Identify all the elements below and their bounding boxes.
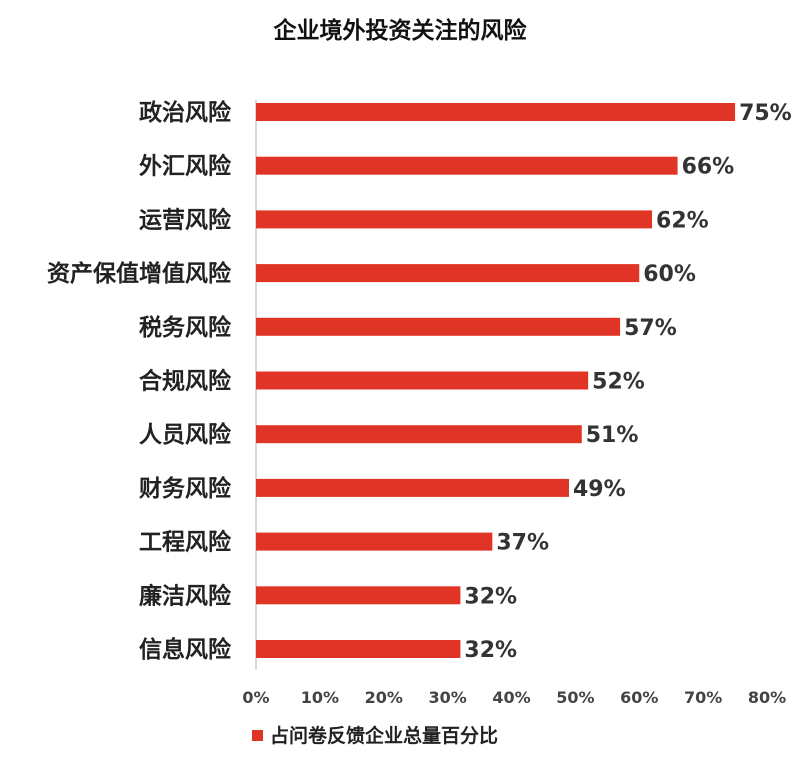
bars: 75% 66% 62% 60% 57% 52% 51% 49% 37% 32% 32%: [256, 101, 792, 663]
x-tick-label: 80%: [748, 688, 786, 707]
legend-label: 占问卷反馈企业总量百分比: [270, 724, 498, 747]
category-label: 合规风险: [139, 368, 232, 395]
bar: [256, 371, 589, 390]
bar: [256, 317, 621, 336]
bar: [256, 156, 678, 175]
category-label: 廉洁风险: [139, 582, 232, 609]
data-label: 60%: [643, 262, 696, 287]
x-tick-label: 10%: [301, 688, 339, 707]
x-tick-label: 20%: [365, 688, 403, 707]
bar: [256, 103, 736, 121]
data-label: 49%: [573, 477, 626, 502]
data-label: 66%: [682, 155, 735, 180]
bar: [256, 210, 653, 229]
x-tick-label: 0%: [242, 688, 269, 707]
category-label: 外汇风险: [139, 153, 232, 180]
x-tick-label: 30%: [428, 688, 466, 707]
data-label: 32%: [464, 638, 517, 663]
bar: [256, 478, 569, 497]
bar: [256, 586, 461, 605]
category-label: 信息风险: [139, 636, 232, 663]
x-tick-label: 70%: [684, 688, 722, 707]
legend: 占问卷反馈企业总量百分比: [252, 724, 498, 747]
bar: [256, 532, 493, 551]
data-label: 37%: [496, 531, 549, 556]
x-axis: 0% 10% 20% 30% 40% 50% 60% 70% 80%: [242, 688, 786, 707]
x-tick-label: 40%: [492, 688, 530, 707]
category-label: 财务风险: [139, 475, 232, 502]
data-label: 32%: [464, 584, 517, 609]
y-axis: 政治风险外汇风险运营风险资产保值增值风险税务风险合规风险人员风险财务风险工程风险…: [47, 99, 257, 670]
data-label: 62%: [656, 208, 709, 233]
chart-title: 企业境外投资关注的风险: [273, 17, 528, 44]
category-label: 税务风险: [139, 314, 232, 341]
category-label: 资产保值增值风险: [47, 260, 232, 287]
x-tick-label: 60%: [620, 688, 658, 707]
legend-swatch: [252, 730, 263, 741]
data-label: 52%: [592, 370, 645, 395]
data-label: 51%: [586, 423, 639, 448]
x-tick-label: 50%: [556, 688, 594, 707]
bar: [256, 640, 461, 658]
category-label: 政治风险: [139, 99, 232, 126]
bar: [256, 425, 582, 444]
bar: [256, 264, 640, 283]
data-label: 75%: [739, 101, 792, 126]
category-label: 工程风险: [139, 529, 232, 556]
data-label: 57%: [624, 316, 677, 341]
category-label: 运营风险: [139, 206, 232, 233]
category-label: 人员风险: [139, 421, 232, 448]
